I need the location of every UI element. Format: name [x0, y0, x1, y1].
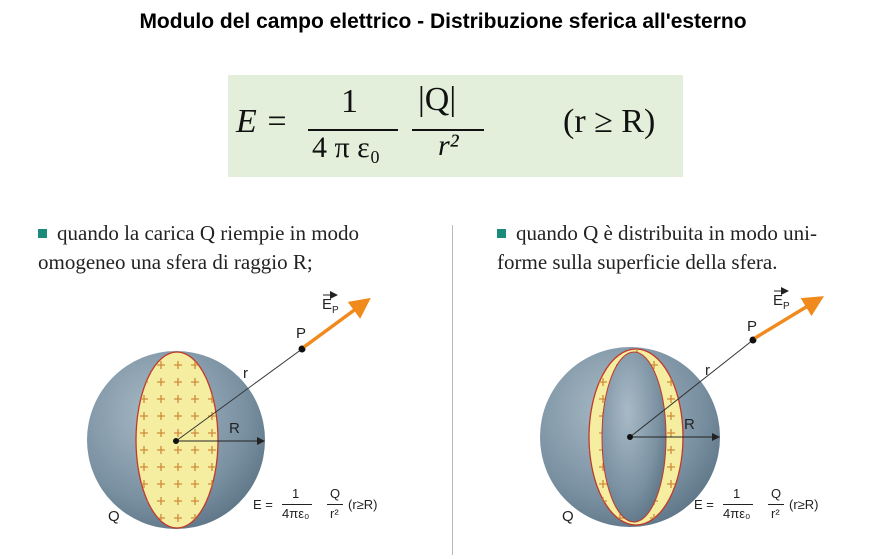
surface-charge-sphere	[540, 287, 824, 527]
formula-den1: 4 π ε₀	[312, 131, 381, 164]
radius-label: R	[684, 416, 695, 433]
distance-label: r	[705, 362, 710, 379]
formula-lhs: E =	[236, 103, 289, 140]
formula-den2: r²	[438, 129, 459, 162]
right-text-line2: forme sulla superficie della sfera.	[497, 250, 778, 274]
field-label: EP	[322, 296, 339, 316]
uniform-volume-sphere	[87, 291, 371, 529]
charge-label: Q	[562, 508, 574, 525]
divider	[452, 225, 453, 555]
point-label: P	[296, 325, 307, 342]
radius-label: R	[229, 420, 240, 437]
main-formula: E = 1 4 π ε₀ |Q| r² (r ≥ R)	[228, 75, 683, 177]
page-title: Modulo del campo elettrico - Distribuzio…	[139, 10, 747, 33]
formula-num2: |Q|	[418, 81, 457, 118]
left-text-line1: quando la carica Q riempie in modo	[57, 221, 360, 245]
field-label: EP	[773, 292, 790, 312]
right-text-line1: quando Q è distribuita in modo uni-	[516, 221, 817, 245]
charge-label: Q	[108, 508, 120, 525]
bullet-icon	[497, 229, 506, 238]
bullet-icon	[38, 229, 47, 238]
formula-num1: 1	[341, 83, 358, 120]
left-text-line2: omogeneo una sfera di raggio R;	[38, 250, 313, 274]
left-description: quando la carica Q riempie in modo omoge…	[38, 219, 359, 277]
point-label: P	[747, 318, 758, 335]
distance-label: r	[243, 365, 248, 382]
formula-condition: (r ≥ R)	[563, 103, 656, 140]
right-description: quando Q è distribuita in modo uni- form…	[497, 219, 817, 277]
